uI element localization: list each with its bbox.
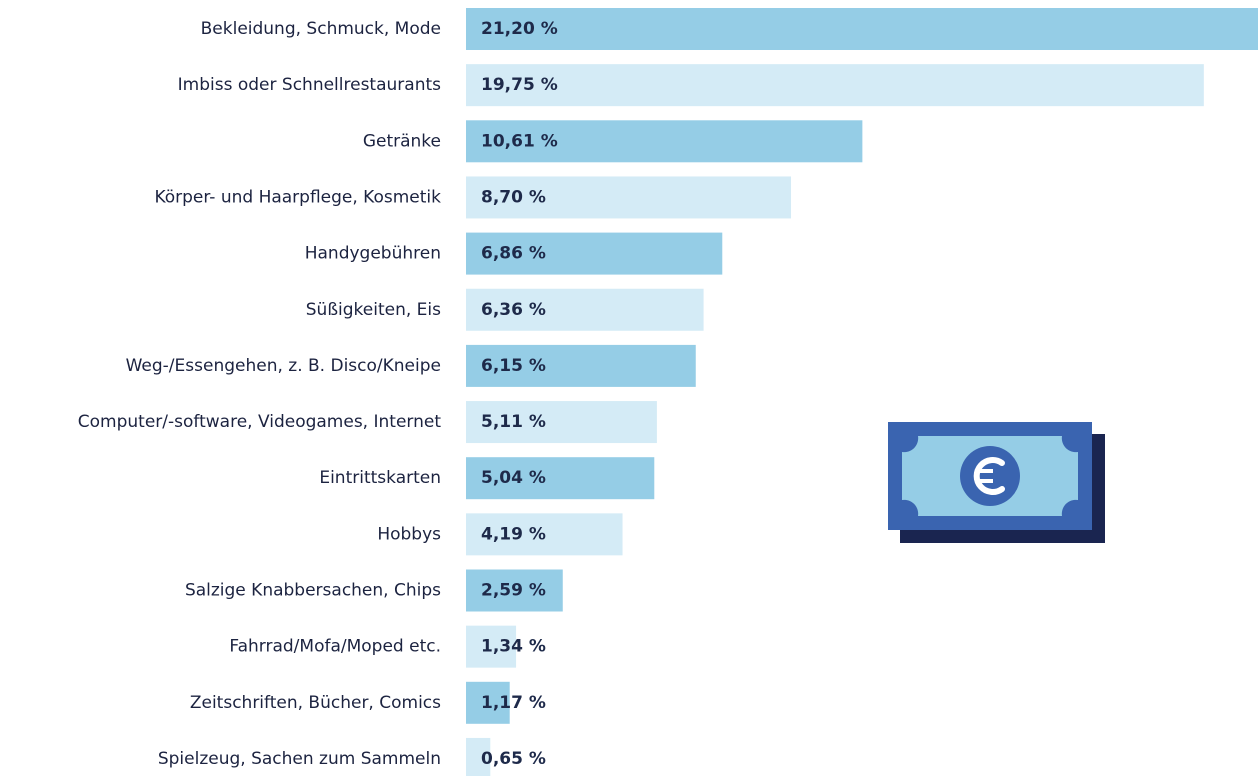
bar [466,625,517,668]
category-label: Salzige Knabbersachen, Chips [185,581,441,601]
bar [466,120,863,163]
bar [466,457,655,500]
bar [466,176,792,219]
value-label: 4,19 % [481,524,546,544]
bar [466,64,1204,107]
value-label: 6,86 % [481,244,546,264]
category-label: Zeitschriften, Bücher, Comics [190,693,441,713]
category-label: Imbiss oder Schnellrestaurants [178,75,441,95]
category-label: Computer/-software, Videogames, Internet [78,412,442,432]
bar [466,737,491,776]
bar [466,8,1258,50]
category-label: Körper- und Haarpflege, Kosmetik [154,187,441,207]
value-label: 19,75 % [481,75,558,95]
value-label: 6,15 % [481,356,546,376]
bar [466,344,696,387]
value-label: 21,20 % [481,19,558,39]
category-label: Eintrittskarten [319,468,441,488]
category-label: Weg-/Essengehen, z. B. Disco/Kneipe [126,356,441,376]
value-label: 1,17 % [481,693,546,713]
bar [466,401,657,444]
value-label: 6,36 % [481,300,546,320]
value-label: 5,11 % [481,412,546,432]
category-label: Spielzeug, Sachen zum Sammeln [158,749,441,769]
bar [466,681,510,724]
money-icon [888,422,1105,543]
category-label: Bekleidung, Schmuck, Mode [201,19,441,39]
category-label: Süßigkeiten, Eis [306,300,441,320]
value-label: 0,65 % [481,749,546,769]
bar [466,569,563,612]
value-label: 10,61 % [481,131,558,151]
value-label: 8,70 % [481,187,546,207]
bar [466,513,623,556]
value-label: 2,59 % [481,581,546,601]
value-label: 1,34 % [481,637,546,657]
category-label: Handygebühren [305,244,441,264]
category-label: Hobbys [377,524,441,544]
category-label: Getränke [363,131,441,151]
bar [466,232,723,275]
category-label: Fahrrad/Mofa/Moped etc. [229,637,441,657]
bar [466,288,704,331]
value-label: 5,04 % [481,468,546,488]
